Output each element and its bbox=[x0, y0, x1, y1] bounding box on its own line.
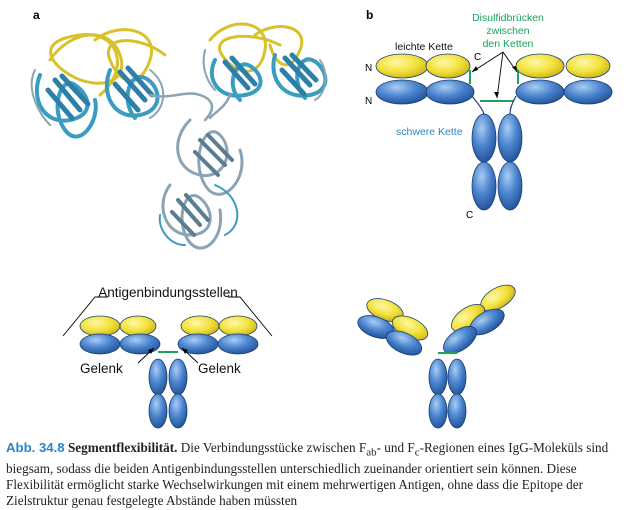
heavy-chain-domain bbox=[168, 358, 188, 396]
n-terminus-bottom: N bbox=[365, 96, 372, 107]
panel-label-a: a bbox=[33, 8, 40, 22]
heavy-chain-domain bbox=[563, 79, 613, 105]
figure-caption: Abb. 34.8 Segmentflexibilität. Die Verbi… bbox=[6, 440, 618, 509]
c-terminus-heavy: C bbox=[466, 210, 473, 221]
arrow-heads bbox=[472, 66, 517, 98]
heavy-chain-domain bbox=[375, 79, 429, 105]
light-chain-domain bbox=[425, 53, 471, 79]
caption-title: Segmentflexibilität. bbox=[67, 440, 178, 455]
heavy-chain-domain bbox=[428, 393, 448, 429]
ribbon-fab-right bbox=[202, 22, 328, 102]
igg-schematic-flexed bbox=[357, 284, 516, 429]
hinge-links bbox=[471, 95, 517, 115]
n-terminus-top: N bbox=[365, 63, 372, 74]
caption-text: Die Verbindungsstücke zwischen F bbox=[177, 440, 367, 455]
ribbon-fab-left bbox=[30, 28, 167, 139]
heavy-chain-domain bbox=[515, 79, 565, 105]
ribbon-hinge bbox=[148, 92, 232, 122]
light-chain-domain bbox=[180, 315, 220, 337]
heavy-chain-domain bbox=[447, 358, 467, 396]
light-chain-domain bbox=[79, 315, 121, 337]
heavy-chain-domain bbox=[425, 79, 475, 105]
caption-subscript-ab: ab bbox=[366, 446, 377, 459]
figure: N N C C leichte Kette schwere Kette Disu… bbox=[30, 8, 613, 429]
igg-schematic-b bbox=[375, 53, 613, 211]
light-chain-domain bbox=[515, 53, 565, 79]
antigen-binding-sites-label: Antigenbindungsstellen bbox=[98, 285, 238, 300]
caption-text: - und F bbox=[376, 440, 415, 455]
hinge-label-right: Gelenk bbox=[198, 361, 241, 376]
panel-label-b: b bbox=[366, 8, 374, 22]
caption-subscript-c: c bbox=[414, 446, 420, 459]
disulfide-label-line3: den Ketten bbox=[483, 38, 534, 50]
ribbon-fc bbox=[158, 118, 244, 250]
light-chain-domain bbox=[119, 315, 157, 337]
hinge-label-left: Gelenk bbox=[80, 361, 123, 376]
disulfide-label-line2: zwischen bbox=[486, 25, 529, 37]
disulfide-label-line1: Disulfidbrücken bbox=[472, 12, 544, 24]
hinge-arrow-heads bbox=[148, 348, 188, 354]
heavy-chain-domain bbox=[471, 113, 497, 163]
igg-schematic-c bbox=[79, 315, 259, 429]
heavy-chain-domain bbox=[385, 330, 423, 356]
light-chain-domain bbox=[565, 53, 611, 79]
heavy-chain-domain bbox=[119, 333, 161, 355]
heavy-chain-domain bbox=[217, 333, 259, 355]
caption-text: -Regionen eines IgG-Moleküls sind biegsa… bbox=[6, 440, 609, 508]
light-chain-label: leichte Kette bbox=[395, 41, 453, 53]
heavy-chain-domain bbox=[443, 325, 477, 355]
ribbon-structure bbox=[30, 22, 328, 250]
heavy-chain-domain bbox=[148, 358, 168, 396]
antigen-site-brackets bbox=[62, 296, 273, 337]
heavy-chain-domain bbox=[79, 333, 121, 355]
light-chain-domain bbox=[375, 53, 429, 79]
heavy-chain-domain bbox=[497, 161, 523, 211]
heavy-chain-domain bbox=[148, 393, 168, 429]
heavy-chain-domain bbox=[497, 113, 523, 163]
caption-label: Abb. 34.8 bbox=[6, 440, 65, 455]
light-chain-domain bbox=[218, 315, 258, 337]
disulfide-bonds bbox=[469, 70, 519, 102]
heavy-chain-domain bbox=[168, 393, 188, 429]
heavy-chain-domain bbox=[471, 161, 497, 211]
heavy-chain-label: schwere Kette bbox=[396, 126, 463, 138]
heavy-chain-domain bbox=[428, 358, 448, 396]
heavy-chain-domain bbox=[447, 393, 467, 429]
c-terminus-light: C bbox=[474, 52, 481, 63]
